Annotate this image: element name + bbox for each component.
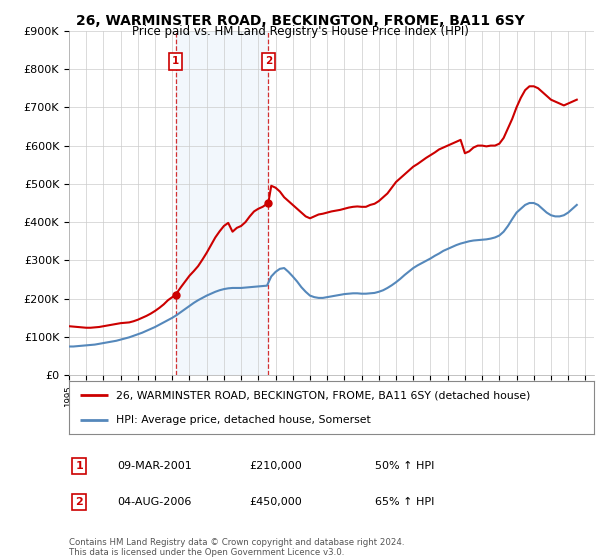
Text: 50% ↑ HPI: 50% ↑ HPI [375, 461, 434, 471]
Text: 26, WARMINSTER ROAD, BECKINGTON, FROME, BA11 6SY: 26, WARMINSTER ROAD, BECKINGTON, FROME, … [76, 14, 524, 28]
Text: £450,000: £450,000 [249, 497, 302, 507]
Text: 2: 2 [265, 57, 272, 67]
Text: 1: 1 [76, 461, 83, 471]
Text: Price paid vs. HM Land Registry's House Price Index (HPI): Price paid vs. HM Land Registry's House … [131, 25, 469, 38]
Text: HPI: Average price, detached house, Somerset: HPI: Average price, detached house, Some… [116, 414, 371, 424]
Bar [176, 31, 268, 375]
Text: Contains HM Land Registry data © Crown copyright and database right 2024.
This d: Contains HM Land Registry data © Crown c… [69, 538, 404, 557]
Text: 26, WARMINSTER ROAD, BECKINGTON, FROME, BA11 6SY (detached house): 26, WARMINSTER ROAD, BECKINGTON, FROME, … [116, 390, 530, 400]
Text: 04-AUG-2006: 04-AUG-2006 [117, 497, 191, 507]
Text: £210,000: £210,000 [249, 461, 302, 471]
Text: 1: 1 [172, 57, 179, 67]
Text: 2: 2 [76, 497, 83, 507]
Text: 65% ↑ HPI: 65% ↑ HPI [375, 497, 434, 507]
Text: 09-MAR-2001: 09-MAR-2001 [117, 461, 192, 471]
